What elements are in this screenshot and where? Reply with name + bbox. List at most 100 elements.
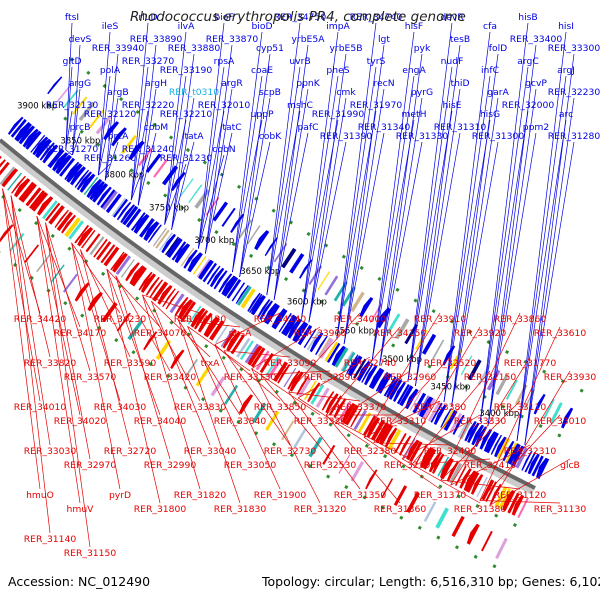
reverse-label-connector (363, 312, 441, 438)
forward-gene-feature (283, 315, 299, 337)
reverse-gene-feature (48, 205, 65, 225)
reverse-gene-feature (103, 246, 120, 267)
reverse-gene-feature (140, 273, 156, 293)
reverse-gene-label: RER_32720 (104, 446, 157, 457)
reverse-gene-feature (190, 307, 206, 328)
forward-gene-label: tesB (450, 34, 470, 45)
forward-gene-feature (331, 345, 346, 367)
forward-gene-label: argR (221, 78, 243, 89)
forward-gene-label: RER_33300 (548, 43, 600, 54)
reverse-gene-feature-inner (495, 537, 508, 559)
kbp-tick-label: 3850 kbp (60, 136, 100, 146)
forward-gene-feature-outer (179, 178, 194, 197)
reverse-label-connector (363, 437, 441, 490)
forward-label-connector (171, 53, 195, 230)
forward-label-connector (524, 97, 575, 445)
forward-gene-feature-outer (63, 89, 79, 108)
reverse-gene-feature (230, 334, 245, 355)
forward-gene-feature (464, 421, 477, 442)
forward-gene-feature-outer (422, 333, 437, 355)
forward-gene-feature (375, 371, 389, 392)
reverse-label-connector (178, 319, 241, 504)
reverse-gene-label: hmuO (26, 490, 54, 501)
reverse-label-connector (2, 188, 41, 402)
forward-gene-label: bioD (251, 21, 272, 32)
reverse-gene-label: RER_33420 (144, 372, 197, 383)
reverse-gene-label: RER_31150 (64, 548, 117, 559)
topology-text: Topology: circular; Length: 6,516,310 bp… (262, 574, 600, 589)
reverse-gene-feature-inner (350, 461, 364, 482)
forward-label-connector (104, 53, 119, 181)
forward-gene-feature (467, 422, 480, 443)
forward-gene-feature (257, 299, 271, 319)
forward-gene-feature (158, 232, 173, 251)
forward-label-connector (164, 31, 187, 225)
forward-gene-label: RER_31330 (396, 131, 449, 142)
reverse-label-connector (325, 414, 401, 504)
reverse-label-connector (489, 370, 571, 506)
forward-gene-label: recN (373, 78, 394, 89)
reverse-gene-label: ppsA (229, 328, 252, 339)
forward-gene-feature (166, 237, 183, 258)
reverse-gene-feature-inner (36, 253, 51, 273)
reverse-gene-feature (502, 490, 516, 512)
forward-label-connector (415, 88, 461, 387)
reverse-gene-label: RER_32970 (64, 460, 117, 471)
reverse-gene-feature (110, 251, 125, 271)
reverse-gene-feature (174, 296, 189, 316)
forward-gene-feature (143, 221, 160, 242)
forward-gene-feature (187, 252, 201, 271)
forward-gene-feature-outer (317, 271, 331, 291)
reverse-gene-feature (357, 412, 372, 433)
reverse-gene-feature (325, 393, 339, 414)
reverse-gene-feature (428, 451, 442, 473)
forward-gene-feature (364, 365, 378, 386)
forward-gene-feature (25, 130, 42, 150)
forward-label-connector (171, 97, 195, 230)
forward-gene-feature (479, 429, 493, 450)
forward-gene-label: cobK (259, 131, 283, 142)
reverse-label-connector (10, 195, 51, 358)
reverse-gene-feature (463, 470, 477, 492)
forward-gene-feature (196, 258, 211, 278)
kbp-tick-label: 3900 kbp (17, 101, 57, 111)
forward-gene-feature (278, 312, 292, 333)
reverse-gene-label: pyrD (109, 490, 131, 501)
forward-gene-feature (105, 193, 122, 214)
forward-gene-label: RER_31240 (122, 144, 175, 155)
reverse-gene-feature-inner (224, 384, 239, 405)
reverse-gene-feature (64, 217, 81, 238)
forward-gene-label: RER_33400 (510, 34, 563, 45)
reverse-gene-feature (56, 211, 73, 232)
forward-gene-feature (240, 288, 256, 309)
reverse-gene-label: RER_32890 (304, 372, 357, 383)
forward-gene-feature (22, 128, 39, 148)
forward-label-connector (487, 132, 537, 426)
forward-gene-feature (458, 418, 473, 440)
forward-gene-feature-outer (359, 297, 374, 318)
forward-gene-feature (235, 285, 249, 304)
reverse-gene-feature (131, 266, 147, 287)
forward-gene-feature (42, 144, 59, 164)
reverse-label-connector (106, 269, 161, 504)
forward-label-connector (343, 132, 385, 345)
reverse-gene-feature (222, 329, 237, 349)
forward-gene-feature (213, 270, 228, 290)
reverse-gene-feature (498, 488, 511, 510)
forward-gene-label: RER_31990 (312, 109, 365, 120)
forward-gene-feature (524, 452, 536, 473)
forward-gene-feature (485, 432, 499, 454)
reverse-gene-label: RER_33590 (104, 358, 157, 369)
forward-gene-label: RER_31260 (84, 153, 137, 164)
forward-label-connector (197, 110, 225, 249)
forward-label-connector (336, 66, 377, 340)
forward-gene-label: RER_33870 (206, 34, 259, 45)
reverse-gene-feature (85, 233, 101, 253)
forward-label-connector (379, 97, 423, 366)
forward-gene-feature (309, 332, 324, 353)
forward-gene-feature (32, 136, 49, 156)
reverse-gene-feature (209, 320, 225, 341)
reverse-label-connector (142, 294, 201, 314)
forward-gene-feature (368, 367, 382, 388)
forward-label-connector (343, 44, 385, 345)
